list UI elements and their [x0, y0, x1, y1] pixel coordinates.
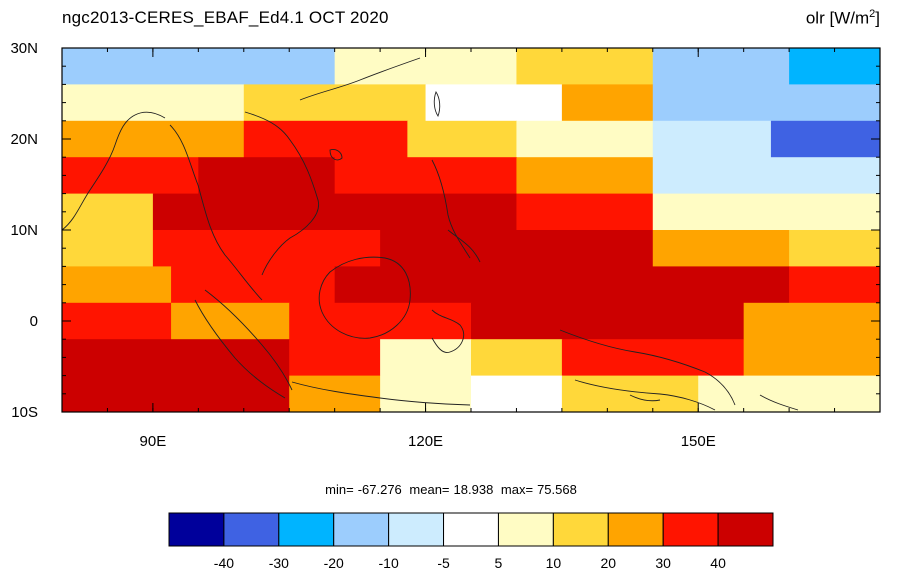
field-cell — [471, 375, 563, 412]
field-cell — [62, 302, 172, 340]
max-label: max= — [500, 482, 534, 497]
max-value: 75.568 — [537, 482, 577, 497]
field-cell — [289, 339, 381, 377]
field-cell — [561, 375, 699, 412]
field-cell — [789, 230, 880, 267]
colorbar-label: -5 — [437, 555, 450, 571]
colorbar-label: -40 — [214, 555, 234, 571]
colorbar-box — [388, 512, 445, 547]
colorbar-label: 40 — [710, 555, 726, 571]
axis-ticks — [61, 47, 881, 413]
field-cell — [334, 266, 790, 304]
axis-tick-labels: 90E 120E 150E 30N 20N 10N 0 10S — [10, 40, 715, 450]
field-statistics: min= -67.276 mean= 18.938 max= 75.568 — [0, 482, 902, 497]
field-cell — [471, 339, 563, 377]
field-cell — [62, 120, 245, 158]
field-cell — [62, 230, 154, 267]
field-cell — [652, 120, 772, 158]
field-cell — [62, 266, 172, 304]
colorbar-label: -20 — [324, 555, 344, 571]
field-cell — [62, 193, 154, 231]
colorbar-label: -30 — [269, 555, 289, 571]
y-tick-label: 10S — [11, 404, 38, 421]
colorbar-label: -10 — [379, 555, 399, 571]
colorbar-boxes — [168, 512, 774, 547]
field-cell — [743, 302, 880, 340]
colorbar-box — [333, 512, 390, 547]
field-cell — [516, 120, 654, 158]
colorbar-box — [662, 512, 719, 547]
variable-units-label: olr [W/m2] — [806, 8, 880, 29]
map-plot: 90E 120E 150E 30N 20N 10N 0 10S — [10, 40, 881, 450]
field-cell — [652, 157, 880, 195]
field-cell — [789, 48, 880, 85]
field-cell — [198, 157, 336, 195]
field-cell — [243, 120, 408, 158]
field-cell — [561, 84, 654, 122]
field-cell — [380, 230, 654, 267]
field-cell — [334, 157, 517, 195]
y-tick-label: 10N — [10, 222, 38, 239]
field-cell — [652, 230, 790, 267]
field-cell — [770, 120, 880, 158]
field-cell — [407, 120, 517, 158]
olr-field — [62, 48, 880, 412]
field-cell — [652, 48, 790, 85]
units-prefix: [W/m — [829, 8, 870, 28]
colorbar-box — [497, 512, 554, 547]
colorbar-label: 30 — [655, 555, 671, 571]
field-cell — [289, 375, 381, 412]
field-cell — [516, 157, 654, 195]
units-suffix: ] — [875, 8, 880, 28]
field-cell — [243, 84, 427, 122]
colorbar-label: 5 — [495, 555, 503, 571]
field-cell — [152, 230, 381, 267]
colorbar-box — [278, 512, 335, 547]
colorbar-box — [443, 512, 499, 547]
field-cell — [62, 48, 336, 85]
field-cell — [652, 84, 880, 122]
min-value: -67.276 — [357, 482, 402, 497]
colorbar-box — [717, 512, 774, 547]
field-cell — [62, 375, 290, 412]
min-label: min= — [325, 482, 354, 497]
mean-value: 18.938 — [453, 482, 494, 497]
field-cell — [652, 193, 880, 231]
x-tick-label: 150E — [681, 433, 716, 450]
field-cell — [62, 339, 290, 377]
colorbar-box — [223, 512, 280, 547]
y-tick-label: 30N — [10, 40, 38, 57]
y-tick-label: 0 — [30, 313, 38, 330]
field-cell — [171, 266, 336, 304]
field-cell — [425, 84, 563, 122]
y-tick-label: 20N — [10, 131, 38, 148]
colorbar-label: 10 — [546, 555, 562, 571]
field-cell — [62, 157, 199, 195]
field-cell — [561, 339, 745, 377]
field-cell — [152, 193, 517, 231]
variable-name: olr — [805, 8, 825, 28]
field-cell — [516, 193, 654, 231]
field-cell — [62, 84, 245, 122]
plot-title: ngc2013-CERES_EBAF_Ed4.1 OCT 2020 — [62, 8, 389, 27]
field-cell — [380, 339, 472, 377]
x-tick-label: 120E — [408, 433, 443, 450]
colorbar-box — [552, 512, 609, 547]
units-superscript: 2 — [869, 8, 876, 20]
field-cell — [698, 375, 880, 412]
field-cell — [516, 48, 654, 85]
field-cell — [471, 302, 745, 340]
coastlines — [62, 57, 799, 411]
colorbar-labels: -40 -30 -20 -10 -5 5 10 20 30 40 — [214, 555, 726, 571]
colorbar-label: 20 — [600, 555, 616, 571]
x-tick-label: 90E — [140, 433, 167, 450]
field-cell — [789, 266, 880, 304]
field-cell — [289, 302, 472, 340]
field-cell — [171, 302, 290, 340]
field-cell — [743, 339, 880, 377]
colorbar-box — [168, 512, 225, 547]
colorbar-box — [607, 512, 664, 547]
mean-label: mean= — [409, 482, 450, 497]
